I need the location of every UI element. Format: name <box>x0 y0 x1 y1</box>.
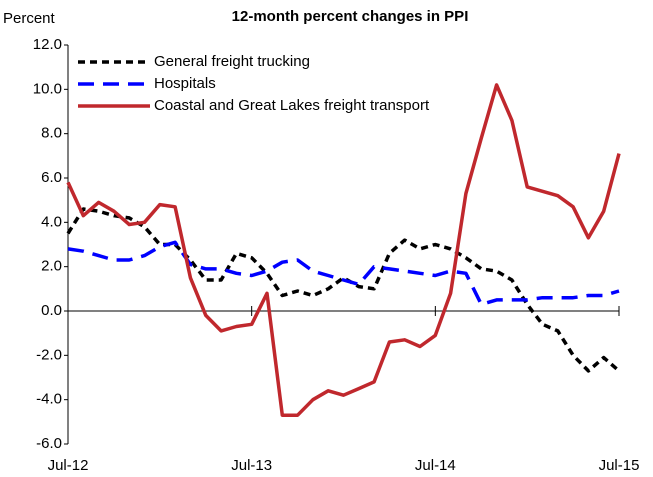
y-tick-label: 2.0 <box>41 258 62 275</box>
y-tick-label: 6.0 <box>41 169 62 186</box>
x-tick-label: Jul-13 <box>231 457 272 474</box>
legend-label: Hospitals <box>154 75 216 92</box>
x-tick-label: Jul-14 <box>415 457 456 474</box>
y-tick-label: -2.0 <box>36 346 62 363</box>
series-line <box>67 240 620 307</box>
y-tick-label: 8.0 <box>41 125 62 142</box>
y-tick-label: 0.0 <box>41 302 62 319</box>
y-tick-label: -4.0 <box>36 391 62 408</box>
x-tick-label: Jul-12 <box>48 457 89 474</box>
series-line <box>66 83 621 417</box>
y-tick-label: 10.0 <box>33 80 62 97</box>
y-tick-label: 12.0 <box>33 36 62 53</box>
x-tick-label: Jul-15 <box>599 457 640 474</box>
y-tick-label: -6.0 <box>36 435 62 452</box>
y-axis-label: Percent <box>3 10 56 27</box>
chart-title: 12-month percent changes in PPI <box>232 8 469 25</box>
y-tick-label: 4.0 <box>41 213 62 230</box>
series-line <box>66 207 621 373</box>
legend-label: Coastal and Great Lakes freight transpor… <box>154 97 430 114</box>
legend-label: General freight trucking <box>154 53 310 70</box>
